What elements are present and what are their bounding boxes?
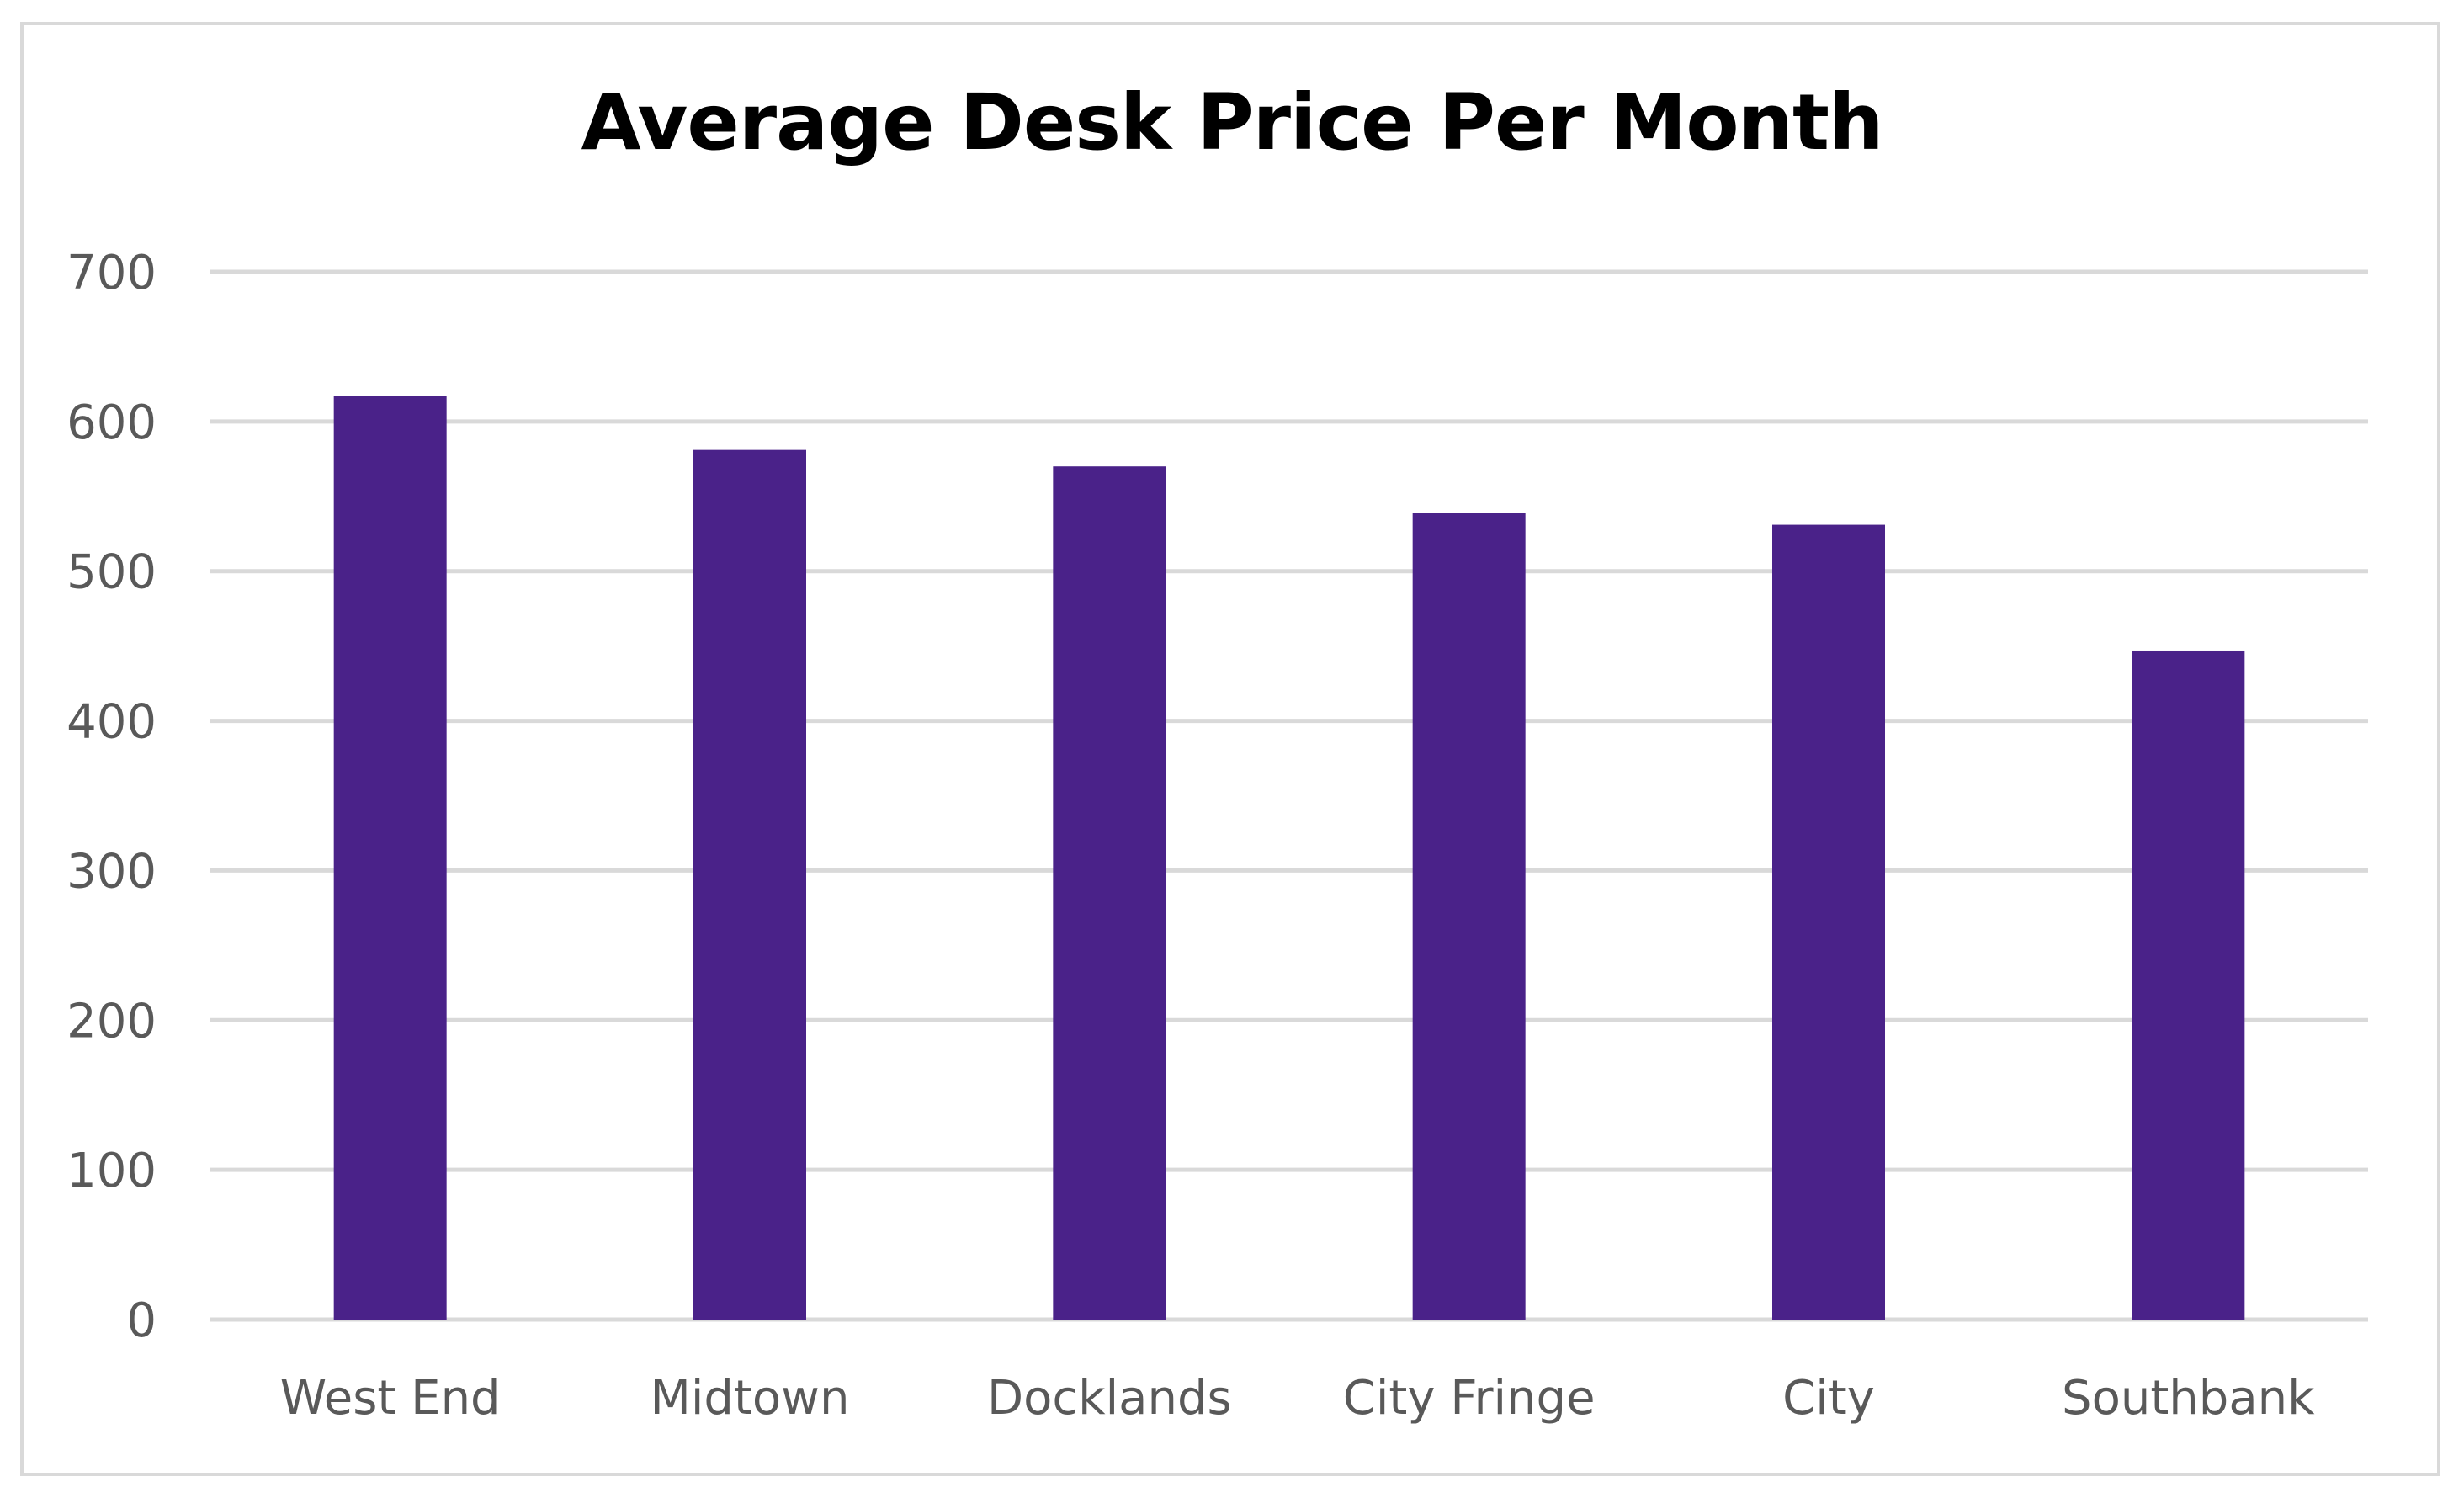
gridlines <box>210 269 2368 1322</box>
x-axis-ticks: West End Midtown Docklands City Fringe City S… <box>280 1371 2315 1426</box>
bar-city <box>1772 524 1885 1320</box>
bar-west-end <box>333 396 447 1320</box>
x-tick-label: City Fringe <box>1343 1371 1596 1426</box>
x-tick-label: City <box>1782 1371 1875 1426</box>
bar-southbank <box>2132 650 2245 1320</box>
y-tick-label: 700 <box>66 246 157 300</box>
bar-docklands <box>1053 466 1166 1320</box>
x-tick-label: Docklands <box>987 1371 1232 1426</box>
y-tick-label: 400 <box>66 695 157 750</box>
x-tick-label: West End <box>280 1371 501 1426</box>
y-tick-label: 600 <box>66 396 157 450</box>
y-tick-label: 300 <box>66 844 157 899</box>
y-tick-label: 100 <box>66 1144 157 1198</box>
y-tick-label: 200 <box>66 994 157 1049</box>
bar-city-fringe <box>1412 513 1526 1320</box>
y-tick-label: 0 <box>126 1293 157 1348</box>
x-tick-label: Southbank <box>2062 1371 2315 1426</box>
y-axis-ticks: 0 100 200 300 400 500 600 700 <box>66 246 157 1348</box>
chart-title: Average Desk Price Per Month <box>581 77 1883 167</box>
x-tick-label: Midtown <box>651 1371 850 1426</box>
bars <box>333 396 2245 1320</box>
bar-midtown <box>693 449 806 1320</box>
y-tick-label: 500 <box>66 545 157 600</box>
